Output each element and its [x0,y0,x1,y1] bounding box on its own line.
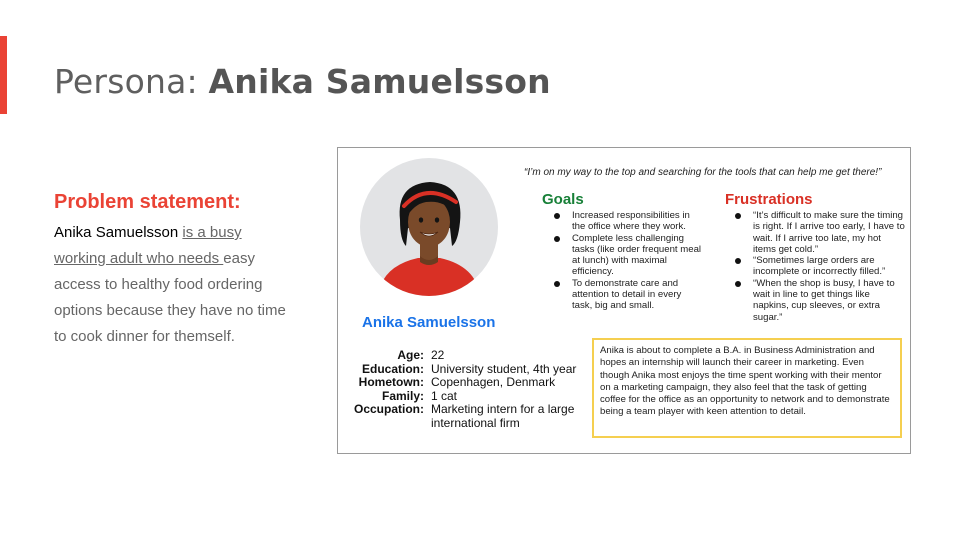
fact-value: Marketing intern for a large internation… [431,402,575,430]
page-title: Persona: Anika Samuelsson [54,62,551,101]
frustrations-list: “It’s difficult to make sure the timing … [735,210,905,323]
persona-quote: “I’m on my way to the top and searching … [524,167,882,178]
problem-statement-heading: Problem statement: [54,191,241,213]
problem-underlined-1: is a busy [182,224,242,241]
fact-label: Age: [397,348,424,362]
goal-item: Increased responsibilities in the office… [554,210,702,233]
problem-underlined-2: working adult who needs [54,250,224,267]
problem-persona-name: Anika Samuelsson [54,224,179,241]
fact-label: Education: [362,361,424,376]
persona-name: Anika Samuelsson [362,314,496,331]
goal-item: To demonstrate care and attention to det… [554,278,702,312]
problem-statement-text: Anika Samuelsson is a busy working adult… [54,220,286,350]
persona-bio: Anika is about to complete a B.A. in Bus… [592,338,902,438]
frustrations-heading: Frustrations [725,191,813,208]
fact-value: Copenhagen, Denmark [431,375,556,389]
fact-label: Hometown: [358,375,424,389]
fact-value: 1 cat [431,388,458,403]
fact-label: Family: [381,388,424,403]
fact-value: University student, 4th year [431,361,577,376]
accent-bar [0,36,7,114]
frustration-item: “It’s difficult to make sure the timing … [735,210,905,255]
fact-value: 22 [431,348,445,362]
problem-rest: easy access to healthy food ordering opt… [54,250,286,345]
goals-heading: Goals [542,191,584,208]
goal-item: Complete less challenging tasks (like or… [554,233,702,278]
page-title-name: Anika Samuelsson [208,62,551,101]
persona-avatar-icon [360,158,498,296]
fact-label: Occupation: [353,402,424,416]
goals-list: Increased responsibilities in the office… [554,210,702,312]
frustration-item: “When the shop is busy, I have to wait i… [735,278,905,323]
persona-card: Anika Samuelsson Age: 22 Education: Univ… [337,147,911,454]
frustration-item: “Sometimes large orders are incomplete o… [735,255,905,278]
